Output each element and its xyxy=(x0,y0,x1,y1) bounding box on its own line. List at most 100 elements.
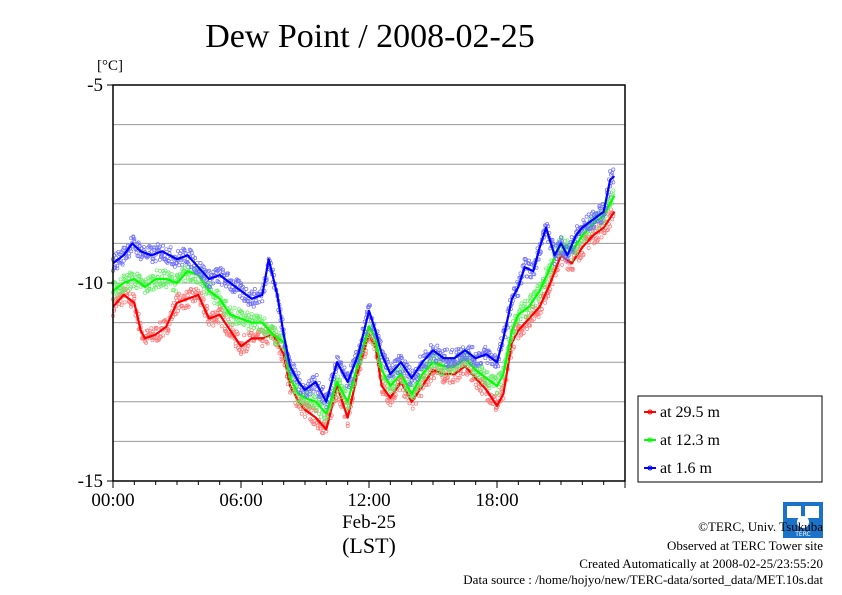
sample-point xyxy=(128,291,133,296)
sample-point xyxy=(246,313,251,318)
sample-point xyxy=(346,385,351,390)
sample-point xyxy=(422,375,427,380)
sample-point xyxy=(520,313,525,318)
sample-point xyxy=(215,301,220,306)
sample-point xyxy=(440,367,445,372)
sample-point xyxy=(472,358,477,363)
sample-point xyxy=(264,339,269,344)
sample-point xyxy=(483,356,488,361)
sample-point xyxy=(165,271,170,276)
sample-point xyxy=(309,408,314,413)
sample-point xyxy=(458,359,463,364)
sample-point xyxy=(579,255,584,260)
sample-point xyxy=(231,328,236,333)
sample-point xyxy=(407,393,412,398)
sample-point xyxy=(129,284,134,289)
sample-point xyxy=(314,387,319,392)
sample-point xyxy=(191,254,195,259)
sample-point xyxy=(570,268,575,273)
sample-point xyxy=(518,317,523,322)
sample-point xyxy=(454,347,459,352)
sample-point xyxy=(150,338,155,343)
sample-point xyxy=(129,249,134,254)
sample-point xyxy=(520,264,525,268)
sample-point xyxy=(451,377,456,382)
sample-point xyxy=(230,322,235,327)
sample-point xyxy=(512,345,517,350)
sample-point xyxy=(251,304,256,309)
sample-point xyxy=(418,354,423,359)
sample-point xyxy=(242,333,247,338)
sample-point xyxy=(131,292,136,297)
sample-point xyxy=(144,340,149,345)
sample-point xyxy=(207,268,211,273)
sample-point xyxy=(198,261,203,265)
sample-point xyxy=(460,345,465,350)
sample-point xyxy=(308,392,313,397)
sample-point xyxy=(426,382,431,387)
sample-point xyxy=(586,245,591,250)
sample-point xyxy=(595,235,600,240)
sample-point xyxy=(345,421,350,426)
sample-point xyxy=(138,257,143,262)
sample-point xyxy=(211,295,216,300)
sample-point xyxy=(226,271,231,276)
sample-point xyxy=(213,310,218,315)
sample-point xyxy=(356,360,361,365)
sample-point xyxy=(216,267,221,272)
sample-point xyxy=(591,209,595,214)
sample-point xyxy=(524,327,529,331)
sample-point xyxy=(321,431,326,436)
sample-point xyxy=(586,232,591,236)
sample-point xyxy=(428,343,433,348)
sample-point xyxy=(124,273,129,278)
sample-point xyxy=(393,393,398,398)
sample-point xyxy=(144,277,149,282)
sample-point xyxy=(246,327,251,332)
sample-point xyxy=(570,266,575,271)
sample-point xyxy=(186,272,191,277)
sample-point xyxy=(201,276,206,281)
sample-point xyxy=(186,261,191,266)
sample-point xyxy=(440,371,445,376)
grid-lines xyxy=(113,124,625,442)
sample-point xyxy=(477,367,482,372)
sample-point xyxy=(458,371,463,376)
sample-point xyxy=(445,375,450,380)
x-tick-label: 18:00 xyxy=(475,490,518,511)
sample-point xyxy=(245,346,250,351)
sample-point xyxy=(473,382,478,387)
sample-point xyxy=(194,286,199,291)
sample-point xyxy=(173,289,178,294)
sample-point xyxy=(224,284,229,289)
sample-point xyxy=(483,378,488,383)
sample-point xyxy=(483,344,488,349)
x-tick-label: 12:00 xyxy=(347,490,390,511)
sample-point xyxy=(171,300,176,305)
sample-point xyxy=(405,390,410,395)
sample-point xyxy=(256,332,261,337)
sample-point xyxy=(123,256,128,261)
sample-point xyxy=(386,400,391,405)
sample-point xyxy=(246,343,251,348)
sample-point xyxy=(592,224,597,229)
sample-point xyxy=(265,341,270,346)
sample-point xyxy=(115,266,120,271)
sample-point xyxy=(391,388,396,393)
sample-point xyxy=(611,167,616,172)
sample-point xyxy=(188,248,193,253)
sample-point xyxy=(596,210,601,215)
sample-point xyxy=(141,244,146,249)
sample-point xyxy=(177,291,182,296)
sample-point xyxy=(325,415,330,420)
sample-point xyxy=(324,405,329,409)
sample-point xyxy=(479,361,483,366)
sample-point xyxy=(240,310,245,315)
sample-point xyxy=(349,377,354,382)
sample-point xyxy=(215,288,220,293)
sample-point xyxy=(515,322,520,327)
sample-point xyxy=(185,275,190,280)
sample-point xyxy=(336,374,341,379)
sample-point xyxy=(230,321,235,326)
sample-point xyxy=(545,279,550,284)
